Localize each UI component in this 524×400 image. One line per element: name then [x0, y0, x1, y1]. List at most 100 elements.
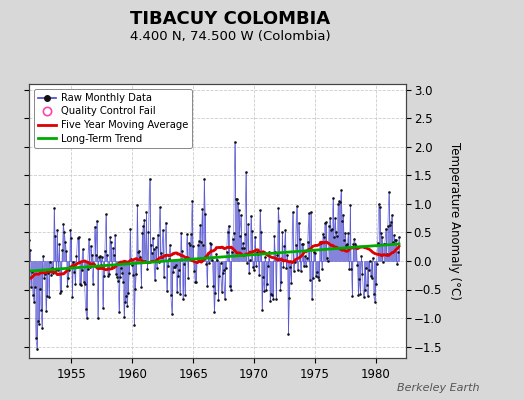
Point — [336, 198, 344, 205]
Point — [144, 229, 152, 236]
Point — [245, 270, 253, 277]
Point — [171, 264, 179, 270]
Point — [215, 272, 224, 279]
Point — [216, 260, 225, 266]
Point — [91, 224, 99, 230]
Point — [343, 241, 352, 247]
Point — [107, 239, 115, 245]
Point — [24, 279, 32, 285]
Point — [141, 258, 150, 264]
Point — [224, 222, 233, 229]
Point — [176, 291, 184, 297]
Point — [212, 251, 221, 258]
Point — [214, 297, 223, 304]
Point — [136, 254, 145, 260]
Point — [365, 258, 374, 264]
Point — [181, 292, 189, 298]
Point — [38, 324, 46, 331]
Point — [73, 235, 82, 241]
Point — [359, 293, 368, 300]
Point — [174, 273, 182, 280]
Point — [352, 243, 361, 250]
Point — [130, 321, 138, 328]
Point — [349, 240, 357, 247]
Point — [381, 225, 390, 232]
Point — [186, 242, 194, 248]
Point — [372, 281, 380, 288]
Point — [393, 261, 401, 268]
Point — [193, 259, 201, 265]
Point — [250, 267, 258, 274]
Point — [152, 264, 161, 271]
Point — [222, 249, 231, 255]
Point — [269, 296, 277, 302]
Point — [169, 269, 177, 276]
Point — [158, 254, 166, 260]
Point — [368, 255, 377, 261]
Point — [118, 270, 126, 277]
Point — [94, 315, 102, 322]
Point — [283, 252, 292, 258]
Point — [234, 200, 242, 206]
Point — [350, 236, 358, 242]
Point — [290, 259, 299, 266]
Point — [337, 187, 345, 193]
Point — [370, 299, 379, 305]
Point — [380, 241, 389, 248]
Point — [67, 235, 75, 241]
Point — [100, 273, 108, 280]
Point — [332, 229, 340, 235]
Point — [299, 241, 307, 247]
Point — [389, 239, 397, 246]
Point — [319, 230, 327, 237]
Point — [354, 292, 363, 298]
Point — [385, 189, 393, 195]
Point — [255, 272, 263, 278]
Point — [296, 236, 304, 242]
Text: 4.400 N, 74.500 W (Colombia): 4.400 N, 74.500 W (Colombia) — [130, 30, 331, 43]
Point — [21, 226, 30, 232]
Point — [32, 335, 40, 342]
Point — [170, 264, 178, 270]
Point — [167, 292, 175, 298]
Point — [324, 258, 332, 264]
Point — [308, 296, 316, 302]
Point — [23, 265, 31, 272]
Legend: Raw Monthly Data, Quality Control Fail, Five Year Moving Average, Long-Term Tren: Raw Monthly Data, Quality Control Fail, … — [34, 89, 192, 148]
Text: Berkeley Earth: Berkeley Earth — [397, 383, 479, 393]
Point — [79, 246, 87, 252]
Point — [277, 279, 286, 285]
Point — [237, 245, 246, 251]
Point — [56, 290, 64, 296]
Point — [251, 234, 259, 240]
Point — [367, 274, 376, 281]
Point — [105, 271, 113, 277]
Point — [329, 195, 337, 201]
Point — [49, 270, 57, 276]
Point — [361, 286, 369, 293]
Point — [70, 269, 79, 275]
Point — [145, 175, 154, 182]
Point — [90, 261, 98, 268]
Point — [243, 260, 251, 266]
Point — [387, 219, 395, 226]
Point — [86, 243, 95, 249]
Point — [162, 288, 171, 294]
Point — [113, 274, 121, 280]
Point — [223, 229, 232, 236]
Point — [66, 226, 74, 233]
Point — [84, 236, 93, 242]
Point — [247, 213, 255, 219]
Point — [31, 283, 39, 290]
Point — [47, 272, 56, 278]
Point — [116, 273, 124, 280]
Point — [114, 278, 122, 285]
Point — [51, 233, 59, 239]
Point — [20, 251, 29, 258]
Point — [262, 287, 270, 294]
Point — [43, 293, 51, 300]
Point — [196, 222, 204, 228]
Point — [109, 245, 117, 251]
Point — [331, 215, 340, 221]
Point — [202, 261, 211, 268]
